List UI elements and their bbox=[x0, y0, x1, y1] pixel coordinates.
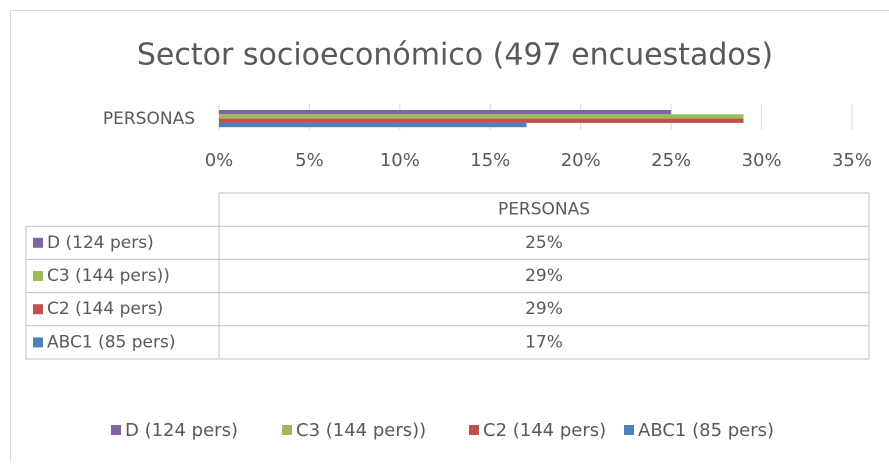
bar bbox=[219, 110, 671, 114]
x-tick-label: 5% bbox=[295, 150, 324, 171]
x-tick-label: 15% bbox=[470, 150, 510, 171]
table-cell: 25% bbox=[525, 233, 563, 253]
table-cell: 29% bbox=[525, 266, 563, 286]
x-tick-label: 20% bbox=[561, 150, 601, 171]
x-tick-label: 25% bbox=[651, 150, 691, 171]
table-legend-key bbox=[33, 337, 43, 347]
bar bbox=[219, 114, 743, 118]
legend-key bbox=[624, 425, 634, 435]
table-legend-key bbox=[33, 304, 43, 314]
x-tick-label: 30% bbox=[742, 150, 782, 171]
table-row-label: C2 (144 pers) bbox=[47, 299, 163, 319]
legend-label: ABC1 (85 pers) bbox=[638, 420, 774, 441]
table-row-label: D (124 pers) bbox=[47, 233, 154, 253]
table-row-label: ABC1 (85 pers) bbox=[47, 332, 175, 352]
table-cell: 17% bbox=[525, 332, 563, 352]
x-tick-label: 10% bbox=[380, 150, 420, 171]
table-header: PERSONAS bbox=[498, 200, 590, 220]
bar bbox=[219, 123, 526, 127]
x-tick-label: 35% bbox=[832, 150, 872, 171]
x-tick-label: 0% bbox=[205, 150, 234, 171]
legend-label: D (124 pers) bbox=[125, 420, 238, 441]
table-cell: 29% bbox=[525, 299, 563, 319]
table-legend-key bbox=[33, 238, 43, 248]
y-tick-label: PERSONAS bbox=[103, 109, 195, 129]
legend-key bbox=[111, 425, 121, 435]
legend-label: C2 (144 pers) bbox=[483, 420, 606, 441]
legend-label: C3 (144 pers)) bbox=[296, 420, 426, 441]
legend-key bbox=[469, 425, 479, 435]
table-legend-key bbox=[33, 271, 43, 281]
table-row-label: C3 (144 pers)) bbox=[47, 266, 170, 286]
bar bbox=[219, 119, 743, 123]
legend-key bbox=[282, 425, 292, 435]
chart-title: Sector socioeconómico (497 encuestados) bbox=[137, 38, 773, 73]
